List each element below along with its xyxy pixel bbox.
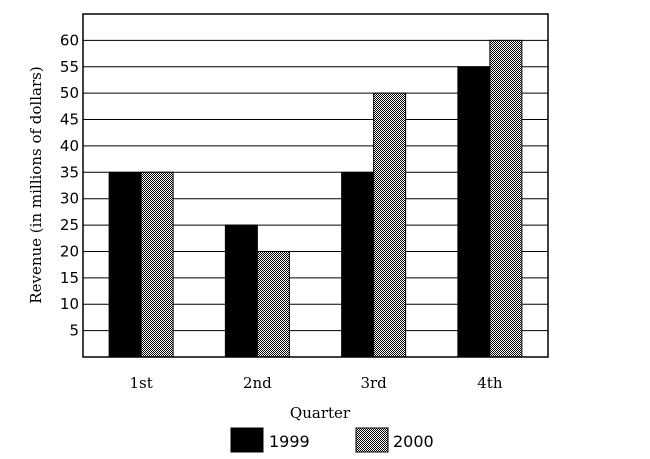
- x-axis-ticks: 1st 2nd 3rd 4th: [129, 374, 502, 392]
- legend: 1999 2000: [230, 427, 434, 453]
- legend-swatch-1999: [230, 427, 264, 453]
- y-tick-label: 10: [60, 295, 79, 313]
- y-tick-label: 20: [60, 242, 79, 260]
- bar-2000-2nd: [256, 250, 290, 358]
- bar-1999-4th: [457, 66, 491, 358]
- y-tick-label: 60: [60, 31, 79, 49]
- y-tick-label: 25: [60, 216, 79, 234]
- bar-2000-4th: [489, 39, 523, 358]
- legend-label-1999: 1999: [269, 432, 310, 451]
- y-tick-label: 55: [60, 58, 79, 76]
- bar-1999-2nd: [224, 224, 258, 358]
- bars: [108, 39, 523, 358]
- legend-swatch-2000: [355, 427, 389, 453]
- y-axis-label: Revenue (in millions of dollars): [27, 66, 45, 303]
- y-tick-label: 35: [60, 163, 79, 181]
- y-tick-label: 40: [60, 137, 79, 155]
- y-tick-label: 45: [60, 111, 79, 129]
- plot-area-frame: [82, 13, 549, 358]
- bar-1999-1st: [108, 171, 142, 358]
- x-tick-label: 2nd: [243, 374, 272, 392]
- bar-1999-3rd: [341, 171, 375, 358]
- x-axis-label: Quarter: [290, 404, 351, 422]
- bar-2000-3rd: [373, 92, 407, 358]
- x-tick-label: 1st: [129, 374, 152, 392]
- x-tick-label: 4th: [477, 374, 503, 392]
- y-tick-label: 50: [60, 84, 79, 102]
- y-tick-label: 5: [69, 322, 79, 340]
- legend-label-2000: 2000: [393, 432, 434, 451]
- y-tick-label: 15: [60, 269, 79, 287]
- x-tick-label: 3rd: [360, 374, 387, 392]
- bar-2000-1st: [140, 171, 174, 358]
- y-axis-ticks: 5 10 15 20 25 30 35 40 45 50 55 60: [60, 31, 79, 339]
- y-tick-label: 30: [60, 190, 79, 208]
